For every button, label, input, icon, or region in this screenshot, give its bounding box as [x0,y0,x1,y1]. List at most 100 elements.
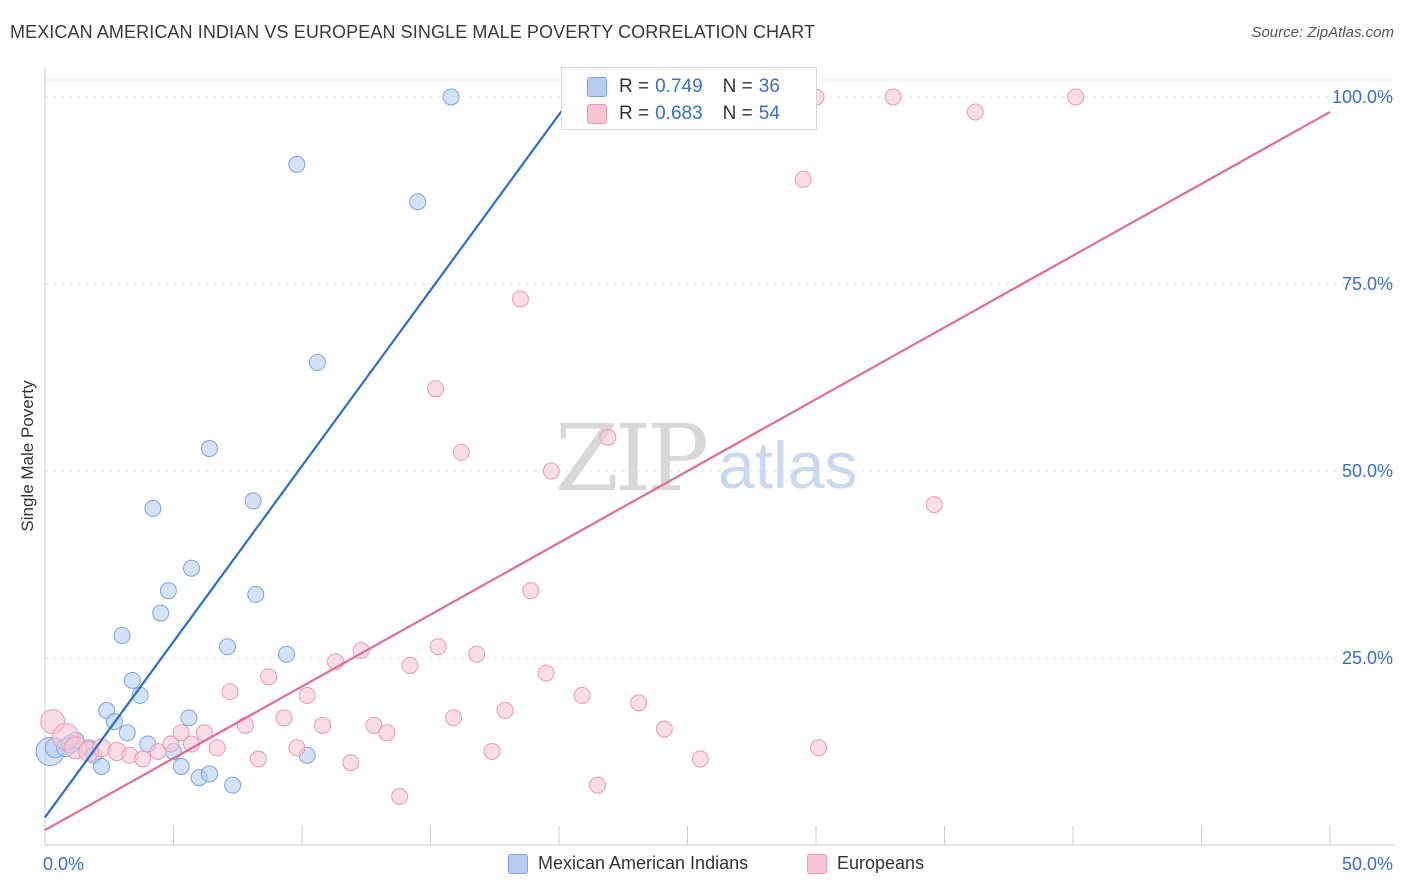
point-europeans [275,709,293,727]
point-europeans [172,724,190,742]
point-europeans [810,739,828,757]
point-europeans [162,735,180,753]
legend-swatch-blue [508,853,528,874]
series-legend: Mexican American Indians Europeans [0,850,1406,880]
point-europeans [522,582,540,600]
point-europeans [496,701,514,719]
legend-label: Europeans [837,853,925,873]
trend-layer [44,96,1331,832]
point-europeans [365,716,383,734]
point-europeans [691,750,709,768]
point-europeans [249,750,267,768]
point-mexican-american-indians [244,492,262,510]
point-mexican-american-indians [180,709,198,727]
point-europeans [221,683,239,701]
y-tick-label: 75.0% [1342,274,1393,294]
stats-row-blue: R = 0.749 N = 36 [562,75,780,99]
y-axis-label: Single Male Poverty [18,380,37,532]
x-tick-label: 0.0% [43,854,84,874]
stats-n-label: N = [722,76,753,97]
point-europeans [468,645,486,663]
y-tick-label: 50.0% [1342,461,1393,481]
point-europeans [537,664,555,682]
point-europeans [445,709,463,727]
stats-r-label: R = [619,76,650,97]
point-mexican-american-indians [93,757,111,775]
legend-label: Mexican American Indians [538,853,749,873]
point-mexican-american-indians [288,155,306,173]
point-europeans [884,88,902,106]
point-mexican-american-indians [409,193,427,211]
point-europeans [149,743,167,760]
stats-r-value: 0.683 [655,103,703,124]
stats-n-value: 54 [758,103,780,124]
point-europeans [427,380,445,398]
axis-layer [44,68,1395,846]
point-mexican-american-indians [159,582,177,600]
point-europeans [925,496,943,514]
point-mexican-american-indians [278,645,296,663]
point-europeans [429,638,447,656]
legend-item-mexican-american-indians[interactable]: Mexican American Indians [508,853,748,874]
trend-line-mexican-american-indians [44,96,573,818]
point-europeans [298,686,316,704]
point-mexican-american-indians [144,499,162,517]
point-europeans [599,428,617,446]
point-mexican-american-indians [200,765,218,783]
point-mexican-american-indians [218,638,236,656]
point-europeans [589,776,607,794]
tick-label-layer: 25.0% 50.0% 75.0% 100.0% 0.0% 50.0% [43,87,1393,874]
x-tick-label: 50.0% [1342,854,1393,874]
point-mexican-american-indians [123,671,141,689]
watermark-atlas: atlas [718,428,857,502]
legend-swatch-pink [807,853,827,874]
y-tick-label: 100.0% [1332,87,1393,107]
point-europeans [1067,88,1085,106]
stats-swatch-pink [587,104,607,124]
point-mexican-american-indians [200,440,218,458]
stats-r-label: R = [619,103,650,124]
point-mexican-american-indians [308,354,326,372]
point-europeans [542,462,560,480]
stats-row-pink: R = 0.683 N = 54 [562,102,780,126]
point-europeans [208,739,226,757]
point-europeans [452,443,470,461]
stats-r-value: 0.749 [655,76,703,97]
point-europeans [236,716,254,734]
point-mexican-american-indians [442,88,460,106]
chart-source: Source: ZipAtlas.com [1251,24,1394,41]
chart-title: MEXICAN AMERICAN INDIAN VS EUROPEAN SING… [10,22,816,42]
point-mexican-american-indians [172,757,190,775]
point-europeans [342,754,360,772]
point-europeans [483,743,501,760]
point-europeans [966,103,984,121]
point-europeans [288,739,306,757]
stats-legend: R = 0.749 N = 36 R = 0.683 N = 54 [561,67,817,130]
point-europeans [655,720,673,738]
point-europeans [314,716,332,734]
point-mexican-american-indians [224,776,242,794]
y-tick-label: 25.0% [1342,648,1393,668]
watermark: ZIP atlas [555,405,858,512]
grid-layer [45,79,1395,659]
point-europeans [260,668,278,686]
point-mexican-american-indians [152,604,170,622]
watermark-zip: ZIP [555,405,706,512]
point-europeans [391,787,409,805]
point-europeans [573,686,591,704]
stats-n-value: 36 [758,76,780,97]
trend-line-europeans [44,110,1331,832]
point-europeans [134,750,152,768]
point-mexican-american-indians [118,724,136,742]
point-europeans [378,724,396,742]
points-layer [35,88,1085,805]
point-mexican-american-indians [247,585,265,603]
point-mexican-american-indians [113,627,131,645]
stats-swatch-blue [587,77,607,97]
point-europeans [401,656,419,674]
point-europeans [630,694,648,712]
point-europeans [794,170,812,188]
point-europeans [511,290,529,308]
legend-item-europeans[interactable]: Europeans [807,853,924,874]
